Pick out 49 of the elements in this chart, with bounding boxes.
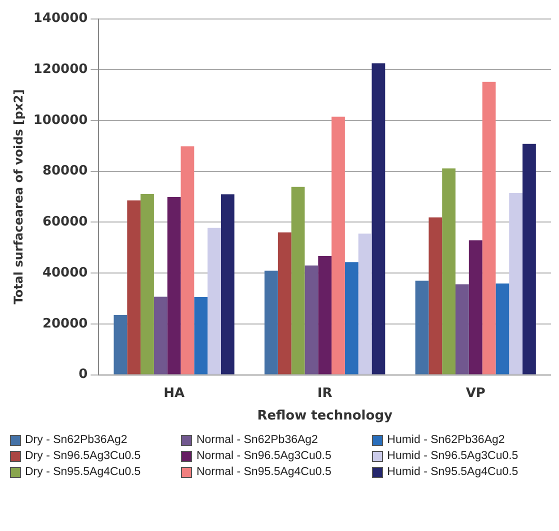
bar	[180, 146, 194, 374]
x-axis-title: Reflow technology	[257, 408, 393, 424]
y-tick-label: 0	[78, 367, 88, 382]
bar	[291, 186, 305, 374]
y-tick-label: 20000	[42, 316, 88, 332]
bar	[372, 63, 386, 374]
legend-label: Normal - Sn95.5Ag4Cu0.5	[196, 466, 332, 478]
bar	[509, 192, 523, 374]
bar	[415, 280, 429, 374]
legend-label: Dry - Sn62Pb36Ag2	[25, 434, 128, 446]
legend-label: Normal - Sn96.5Ag3Cu0.5	[196, 450, 332, 462]
bar	[496, 284, 510, 374]
bar	[154, 296, 168, 374]
bar	[208, 228, 221, 374]
bar	[428, 217, 442, 374]
bar	[140, 194, 154, 374]
y-tick-label: 100000	[33, 112, 88, 128]
bar	[468, 240, 482, 374]
y-tick-label: 120000	[33, 62, 88, 78]
y-axis-title: Total surfacearea of voids [px2]	[11, 89, 26, 304]
bar	[442, 168, 456, 374]
y-tick-label: 60000	[42, 214, 88, 230]
bar	[220, 194, 234, 374]
x-tick-label: HA	[164, 386, 185, 401]
x-tick-label: IR	[317, 386, 332, 401]
y-tick-label: 40000	[42, 265, 88, 280]
bar	[522, 144, 536, 374]
legend-label: Humid - Sn95.5Ag4Cu0.5	[387, 466, 518, 478]
legend-label: Normal - Sn62Pb36Ag2	[196, 434, 318, 446]
bar	[318, 256, 332, 374]
legend-label: Humid - Sn96.5Ag3Cu0.5	[387, 450, 518, 462]
bar	[114, 315, 128, 374]
bar	[482, 82, 496, 374]
y-tick-label: 80000	[42, 164, 88, 179]
bar	[344, 262, 358, 374]
y-tick-label: 140000	[33, 11, 88, 26]
bar	[167, 197, 181, 374]
legend-label: Humid - Sn62Pb36Ag2	[387, 434, 505, 446]
bar	[304, 265, 318, 374]
legend-label: Dry - Sn95.5Ag4Cu0.5	[25, 466, 141, 478]
bar	[127, 200, 141, 374]
bar	[358, 234, 372, 374]
bar	[264, 270, 278, 374]
bar	[278, 232, 292, 374]
bar	[332, 116, 345, 374]
bar	[194, 296, 208, 374]
bar	[456, 284, 469, 374]
x-tick-label: VP	[466, 386, 486, 401]
legend-label: Dry - Sn96.5Ag3Cu0.5	[25, 450, 141, 462]
